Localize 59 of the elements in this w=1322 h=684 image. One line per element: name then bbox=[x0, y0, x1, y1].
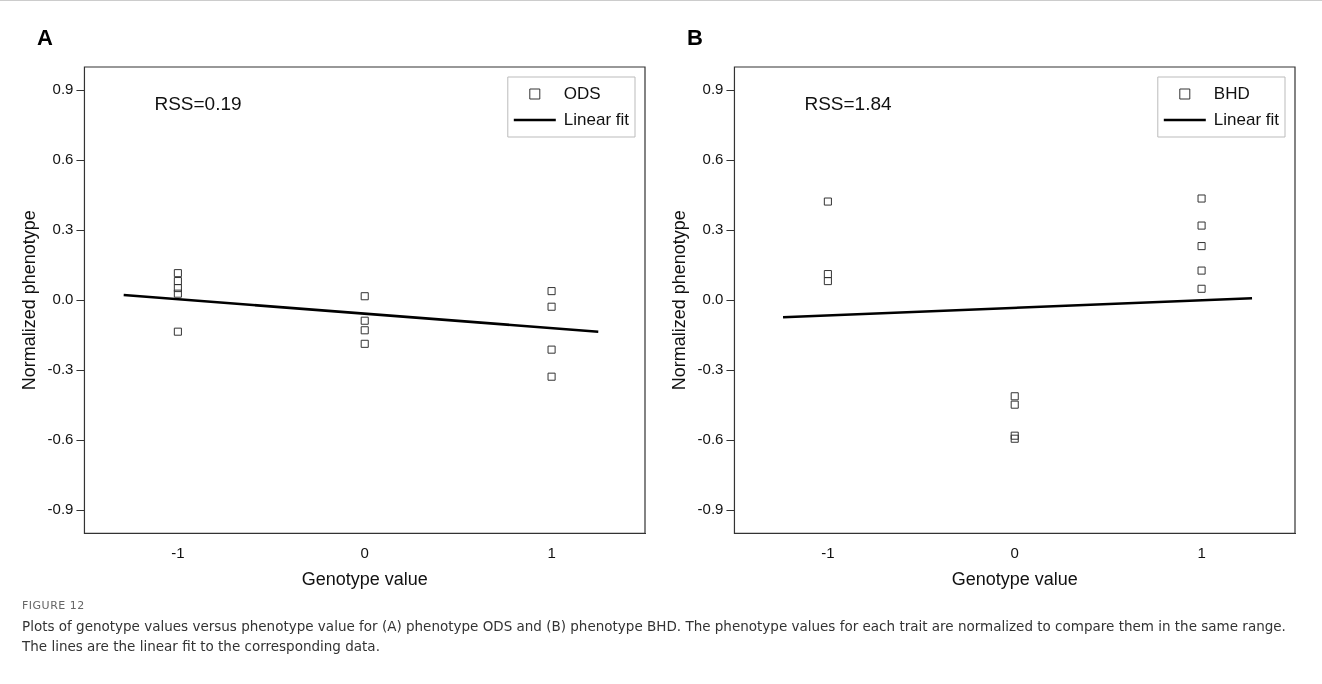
legend-label: Linear fit bbox=[563, 109, 630, 129]
point bbox=[1197, 242, 1206, 251]
legend-label: Linear fit bbox=[1213, 109, 1280, 129]
point bbox=[547, 287, 556, 296]
y-tick-label: 0.9 bbox=[702, 80, 724, 98]
point bbox=[360, 326, 369, 335]
caption: FIGURE 12 bbox=[22, 598, 86, 614]
x-tick-label: -1 bbox=[821, 543, 835, 561]
point bbox=[547, 372, 556, 381]
point bbox=[173, 269, 182, 278]
point bbox=[360, 316, 369, 325]
y-tick-label: 0.6 bbox=[702, 150, 724, 168]
point bbox=[173, 327, 182, 336]
x-tick-label: 1 bbox=[547, 543, 556, 561]
y-tick-label: 0.6 bbox=[52, 150, 74, 168]
y-tick-label: 0.3 bbox=[52, 220, 74, 238]
point bbox=[1197, 194, 1206, 203]
point bbox=[823, 270, 832, 279]
point bbox=[1010, 434, 1019, 443]
y-tick-label: -0.3 bbox=[697, 360, 724, 378]
point bbox=[547, 302, 556, 311]
point bbox=[173, 289, 182, 298]
x-tick-label: 0 bbox=[360, 543, 369, 561]
x-axis-title: Genotype value bbox=[301, 569, 428, 590]
annotation: RSS=1.84 bbox=[804, 92, 893, 114]
point bbox=[1010, 431, 1019, 440]
point bbox=[173, 277, 182, 286]
y-tick-label: -0.3 bbox=[47, 360, 74, 378]
point bbox=[173, 284, 182, 293]
point bbox=[823, 277, 832, 286]
y-tick-label: -0.9 bbox=[47, 500, 74, 518]
annotation: RSS=0.19 bbox=[154, 92, 242, 114]
chart-title: A bbox=[37, 25, 53, 51]
point bbox=[1010, 392, 1019, 401]
point bbox=[1010, 400, 1019, 409]
point bbox=[360, 292, 369, 301]
point bbox=[1197, 221, 1206, 230]
x-axis-title: Genotype value bbox=[951, 569, 1078, 590]
point bbox=[1197, 266, 1206, 275]
x-tick-label: -1 bbox=[171, 543, 185, 561]
y-tick-label: -0.6 bbox=[697, 430, 724, 448]
y-tick-label: 0.0 bbox=[702, 290, 724, 308]
x-tick-label: 0 bbox=[1010, 543, 1019, 561]
y-tick-label: 0.0 bbox=[52, 290, 74, 308]
y-axis-title: Normalized phenotype bbox=[18, 210, 39, 391]
y-tick-label: 0.9 bbox=[52, 80, 74, 98]
x-tick-label: 1 bbox=[1197, 543, 1206, 561]
point bbox=[823, 197, 832, 206]
y-tick-label: 0.3 bbox=[702, 220, 724, 238]
legend-label: BHD bbox=[1213, 83, 1250, 103]
point bbox=[360, 339, 369, 348]
y-tick-label: -0.9 bbox=[697, 500, 724, 518]
text: Plots of genotype values versus phenotype value for (A) phenotype ODS and (B) phenotype BHD. The phenotype values for each trait are normalized to compare them in the same range. The lines are the linear fit to the corresponding data. bbox=[22, 617, 1287, 656]
point bbox=[547, 345, 556, 354]
legend-label: ODS bbox=[563, 83, 601, 103]
chart-title: B bbox=[687, 25, 703, 51]
y-tick-label: -0.6 bbox=[47, 430, 74, 448]
y-axis-title: Normalized phenotype bbox=[668, 210, 689, 391]
point bbox=[1197, 284, 1206, 293]
